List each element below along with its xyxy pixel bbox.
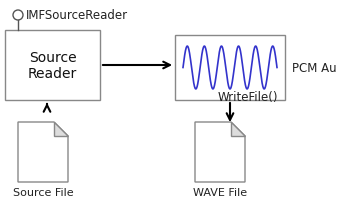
Text: IMFSourceReader: IMFSourceReader [26, 9, 128, 22]
Polygon shape [18, 122, 68, 182]
Polygon shape [54, 122, 68, 136]
Text: PCM Audio: PCM Audio [292, 62, 337, 75]
Text: Source
Reader: Source Reader [28, 51, 77, 81]
Text: Source File: Source File [13, 187, 73, 197]
Polygon shape [231, 122, 245, 136]
Polygon shape [195, 122, 245, 182]
Text: WriteFile(): WriteFile() [218, 91, 278, 103]
Bar [5, 31, 100, 100]
Text: WAVE File: WAVE File [193, 187, 247, 197]
Bar [175, 36, 285, 100]
